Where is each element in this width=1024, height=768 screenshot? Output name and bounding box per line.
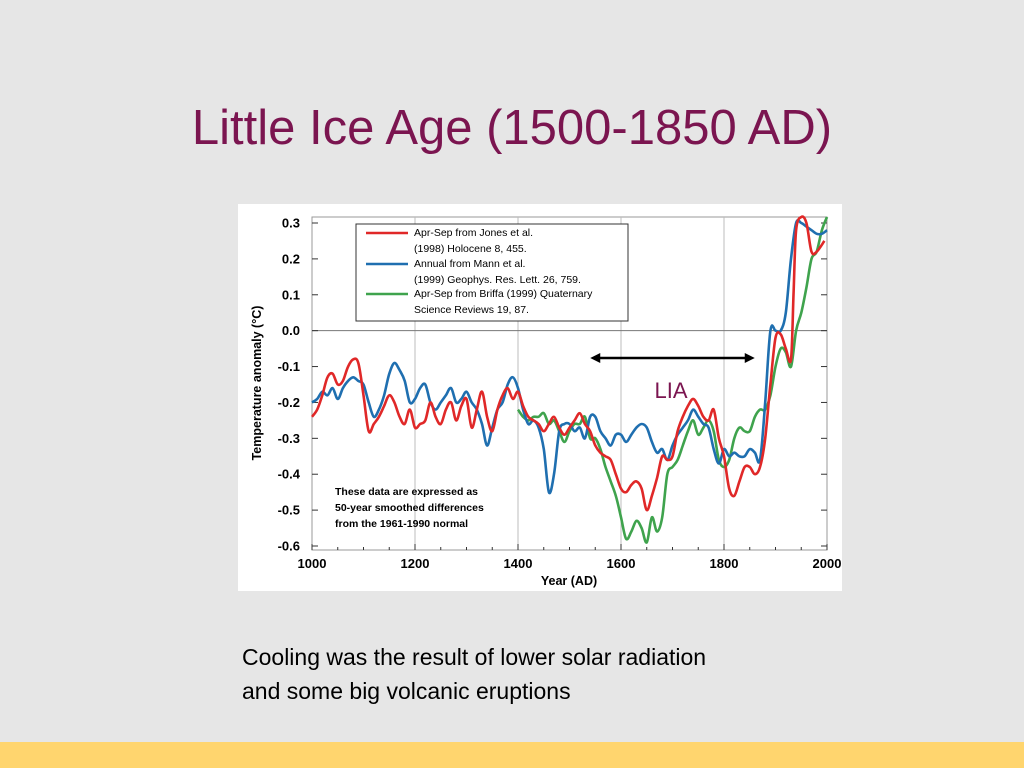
lia-label: LIA [654, 378, 687, 403]
y-tick-label: -0.5 [278, 503, 300, 518]
series-line-jones [310, 215, 826, 512]
slide-title: Little Ice Age (1500-1850 AD) [191, 101, 833, 155]
y-tick-label: -0.2 [278, 395, 300, 410]
chart-image: 1000 1200 1400 1600 1800 2000 0.3 0.2 0.1 0.0 -0.1… [238, 204, 842, 591]
legend-box [355, 223, 629, 322]
note-line-3: from the 1961-1990 normal [335, 518, 468, 530]
x-tick-label: 2000 [813, 556, 842, 571]
lia-arrow-head-left [590, 353, 601, 363]
ticks: 1000 1200 1400 1600 1800 2000 0.3 0.2 0.1 0.0 -0.1… [278, 216, 842, 572]
y-tick-label: -0.1 [278, 359, 300, 374]
y-tick-label: 0.0 [282, 323, 300, 338]
caption: Cooling was the result of lower solar ra… [242, 640, 882, 708]
note-line-2: 50-year smoothed differences [335, 502, 484, 514]
series-line-briffa [516, 216, 829, 544]
y-tick-label: -0.6 [278, 539, 300, 554]
caption-line-1: Cooling was the result of lower solar ra… [242, 644, 707, 670]
legend-label-jones-1: Apr-Sep from Jones et al. [414, 227, 533, 239]
x-tick-label: 1000 [298, 556, 327, 571]
lia-annotation: LIA [590, 353, 755, 403]
legend-label-jones-2: (1998) Holocene 8, 455. [414, 243, 527, 255]
y-axis-label: Temperature anomaly (°C) [250, 306, 264, 461]
y-tick-label: -0.3 [278, 431, 300, 446]
lia-arrow-head-right [744, 353, 755, 363]
legend-label-briffa-1: Apr-Sep from Briffa (1999) Quaternary [414, 288, 593, 300]
y-tick-label: 0.1 [282, 287, 300, 302]
x-tick-label: 1800 [710, 556, 739, 571]
x-tick-label: 1200 [401, 556, 430, 571]
legend: Apr-Sep from Jones et al. (1998) Holocen… [355, 223, 629, 322]
series [310, 215, 829, 544]
y-tick-label: 0.3 [282, 216, 300, 231]
y-tick-label: -0.4 [278, 467, 301, 482]
x-axis-label: Year (AD) [541, 574, 597, 588]
y-tick-label: 0.2 [282, 251, 300, 266]
legend-label-briffa-2: Science Reviews 19, 87. [414, 304, 529, 316]
caption-line-2: and some big volcanic eruptions [242, 678, 571, 704]
temperature-chart: 1000 1200 1400 1600 1800 2000 0.3 0.2 0.1 0.0 -0.1… [250, 215, 842, 588]
footer-bar [0, 742, 1024, 768]
legend-label-mann-1: Annual from Mann et al. [414, 258, 525, 270]
x-tick-label: 1600 [607, 556, 636, 571]
legend-label-mann-2: (1999) Geophys. Res. Lett. 26, 759. [414, 274, 581, 286]
note-line-1: These data are expressed as [335, 486, 478, 498]
series-line-mann [311, 218, 828, 495]
x-tick-label: 1400 [504, 556, 533, 571]
